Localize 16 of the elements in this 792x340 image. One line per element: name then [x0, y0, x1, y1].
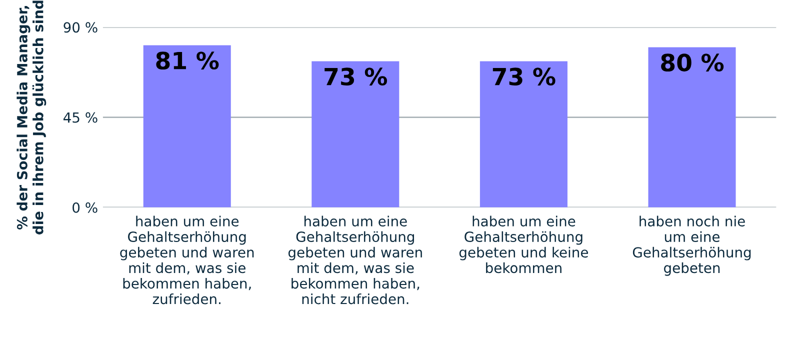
- bar: [480, 61, 568, 208]
- bar: [143, 45, 231, 208]
- x-tick-label: haben um eine Gehaltserhöhung gebeten und waren mit dem, was sie bekommen haben, zufrieden.: [120, 216, 254, 304]
- y-tick-label: 0 %: [72, 202, 98, 213]
- bar: [648, 47, 736, 208]
- x-tick-label: haben um eine Gehaltserhöhung gebeten und keine bekommen: [459, 216, 588, 274]
- y-axis-title: % der Social Media Manager, die in ihrem Job glücklich sind: [16, 0, 46, 234]
- data-label: 80 %: [661, 54, 724, 72]
- y-tick-label: 45 %: [63, 112, 98, 123]
- data-label: 73 %: [324, 68, 388, 86]
- x-tick-label: haben noch nie um eine Gehaltserhöhung gebeten: [632, 216, 751, 276]
- x-tick-label: haben um eine Gehaltserhöhung gebeten und waren mit dem, was sie bekommen haben, nicht zufrieden.: [288, 216, 422, 304]
- y-tick-label: 90 %: [64, 22, 98, 33]
- data-label: 73 %: [492, 68, 556, 86]
- data-label: 81 %: [156, 52, 219, 70]
- bar: [312, 61, 400, 208]
